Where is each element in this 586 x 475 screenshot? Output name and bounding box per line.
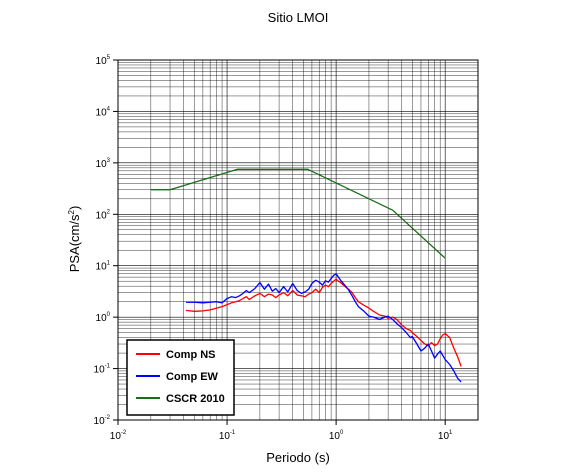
grid bbox=[117, 59, 479, 421]
y-tick-exponent: 5 bbox=[107, 55, 111, 61]
x-tick-exponent: -2 bbox=[121, 430, 127, 436]
y-tick-base: 10 bbox=[96, 313, 108, 324]
y-tick-exponent: 3 bbox=[107, 158, 111, 164]
series-line-cscr-2010 bbox=[150, 168, 446, 259]
y-axis-label-sup: 2 bbox=[67, 210, 76, 215]
y-tick-base: 10 bbox=[96, 56, 108, 67]
y-tick-base: 10 bbox=[96, 262, 108, 273]
y-tick-exponent: 0 bbox=[107, 312, 111, 318]
legend: Comp NS Comp EW CSCR 2010 bbox=[126, 339, 235, 416]
x-tick-base: 10 bbox=[219, 431, 231, 442]
x-tick-label: 10-1 bbox=[219, 430, 236, 442]
y-tick-label: 100 bbox=[96, 312, 111, 324]
y-tick-base: 10 bbox=[96, 159, 108, 170]
y-tick-label: 104 bbox=[96, 106, 111, 118]
y-tick-label: 101 bbox=[96, 261, 111, 273]
x-tick-exponent: -1 bbox=[230, 430, 236, 436]
y-tick-base: 10 bbox=[94, 365, 106, 376]
x-axis-label: Periodo (s) bbox=[266, 450, 330, 465]
x-tick-base: 10 bbox=[438, 431, 450, 442]
legend-box bbox=[126, 339, 235, 416]
legend-label: CSCR 2010 bbox=[166, 393, 225, 405]
x-tick-label: 100 bbox=[329, 430, 344, 442]
y-axis-label-main: PSA(cm/s bbox=[67, 214, 82, 272]
y-tick-base: 10 bbox=[94, 416, 106, 427]
legend-label: Comp NS bbox=[166, 349, 216, 361]
y-tick-exponent: -2 bbox=[105, 415, 111, 421]
y-tick-exponent: -1 bbox=[105, 364, 111, 370]
x-tick-exponent: 0 bbox=[340, 430, 344, 436]
series-line-comp-ew bbox=[186, 273, 462, 383]
x-tick-base: 10 bbox=[329, 431, 341, 442]
plot-frame bbox=[117, 59, 479, 421]
y-tick-label: 103 bbox=[96, 158, 111, 170]
y-tick-exponent: 4 bbox=[107, 106, 111, 112]
y-tick-exponent: 1 bbox=[107, 261, 111, 267]
y-axis-label: PSA(cm/s2) bbox=[67, 206, 82, 273]
x-tick-exponent: 1 bbox=[449, 430, 453, 436]
x-tick-label: 101 bbox=[438, 430, 453, 442]
y-tick-base: 10 bbox=[96, 107, 108, 118]
y-tick-label: 10-1 bbox=[94, 364, 111, 376]
y-tick-exponent: 2 bbox=[107, 209, 111, 215]
y-tick-base: 10 bbox=[96, 210, 108, 221]
y-tick-label: 105 bbox=[96, 55, 111, 67]
chart-title: Sitio LMOI bbox=[268, 10, 329, 25]
y-axis-label-end: ) bbox=[67, 206, 82, 210]
x-tick-label: 10-2 bbox=[110, 430, 127, 442]
series-line-comp-ns bbox=[185, 278, 462, 367]
x-tick-base: 10 bbox=[110, 431, 122, 442]
y-tick-label: 10-2 bbox=[94, 415, 111, 427]
series-lines bbox=[150, 168, 462, 383]
legend-label: Comp EW bbox=[166, 371, 219, 383]
y-tick-label: 102 bbox=[96, 209, 111, 221]
